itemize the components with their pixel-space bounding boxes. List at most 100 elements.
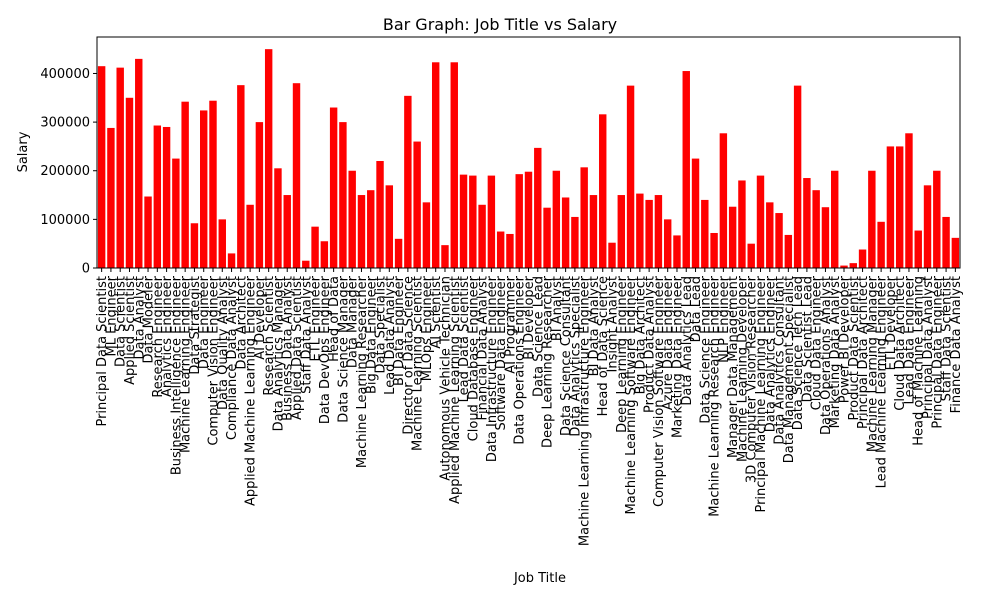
x-tick-label: Azure Data Engineer bbox=[661, 275, 676, 410]
x-tick-label: Lead Data Analyst bbox=[383, 276, 398, 395]
bar bbox=[580, 167, 588, 268]
x-tick-label: Data Engineer bbox=[197, 275, 212, 369]
x-tick-label: Data Scientist bbox=[114, 276, 129, 367]
bar bbox=[107, 127, 115, 268]
bar bbox=[459, 174, 468, 268]
bar bbox=[895, 146, 904, 268]
x-tick-label: AI Scientist bbox=[429, 276, 444, 349]
bar bbox=[348, 170, 356, 268]
bar bbox=[329, 107, 338, 269]
x-tick-label: Data Operations Engineer bbox=[513, 275, 528, 444]
bar bbox=[654, 195, 663, 268]
x-tick-label: Big Data Architect bbox=[633, 276, 648, 394]
bar bbox=[868, 170, 876, 268]
bar bbox=[302, 260, 310, 268]
bar bbox=[524, 171, 533, 268]
x-tick-label: BI Analyst bbox=[550, 276, 565, 341]
x-tick-label: Applied Scientist bbox=[123, 276, 138, 385]
bar bbox=[840, 265, 848, 268]
bar bbox=[413, 141, 421, 268]
x-tick-label: Data Science Engineer bbox=[698, 275, 713, 423]
x-tick-label: Machine Learning Researcher bbox=[355, 275, 370, 468]
x-tick-label: AI Developer bbox=[253, 275, 268, 359]
bar bbox=[849, 263, 857, 268]
x-tick-label: Data Modeler bbox=[142, 275, 157, 363]
bar bbox=[803, 178, 811, 268]
bar bbox=[116, 67, 124, 268]
bar bbox=[283, 195, 291, 268]
x-tick-label: Data Manager bbox=[346, 275, 361, 368]
bar bbox=[181, 101, 189, 269]
x-tick-label: Principal Data Engineer bbox=[930, 275, 945, 428]
x-tick-label: Staff Data Scientist bbox=[940, 276, 955, 401]
bar bbox=[682, 71, 690, 268]
bar bbox=[162, 126, 171, 268]
bar bbox=[385, 185, 394, 268]
bar bbox=[608, 242, 616, 268]
y-axis-ticks: 0 100000 200000 300000 400000 bbox=[40, 67, 97, 277]
x-tick-label: Research Engineer bbox=[151, 275, 166, 397]
bar bbox=[756, 175, 765, 268]
bar bbox=[422, 202, 431, 268]
bar bbox=[877, 221, 885, 268]
bar bbox=[478, 204, 486, 268]
bar bbox=[905, 133, 913, 268]
x-tick-label: Data Scientist Lead bbox=[800, 276, 815, 402]
bar bbox=[469, 175, 477, 268]
x-tick-label: Cloud Database Engineer bbox=[466, 275, 481, 441]
bar bbox=[914, 230, 922, 268]
bar bbox=[571, 216, 579, 268]
bar bbox=[543, 207, 551, 268]
bar bbox=[775, 213, 783, 268]
bar bbox=[561, 197, 570, 268]
x-tick-label: Compliance Data Analyst bbox=[225, 276, 240, 440]
bar bbox=[144, 196, 152, 268]
bar bbox=[274, 168, 282, 268]
x-tick-label: Data Science Lead bbox=[531, 276, 546, 397]
x-tick-label: Analytics Engineer bbox=[160, 275, 175, 397]
x-tick-label: Applied Machine Learning Scientist bbox=[448, 276, 463, 504]
bar bbox=[172, 158, 180, 268]
bar bbox=[496, 231, 505, 268]
x-tick-label: Machine Learning Developer bbox=[735, 275, 750, 462]
x-tick-label: Lead Machine Learning Engineer bbox=[875, 275, 890, 488]
x-tick-label: BI Data Analyst bbox=[587, 276, 602, 376]
bar bbox=[97, 66, 106, 269]
bar bbox=[923, 185, 932, 268]
x-tick-label: Business Intelligence Engineer bbox=[169, 275, 184, 475]
x-tick-label: Power BI Developer bbox=[838, 275, 853, 403]
x-tick-label: Manager Data Management bbox=[726, 276, 741, 458]
bar bbox=[719, 133, 728, 268]
x-tick-label: BI Data Engineer bbox=[392, 275, 407, 386]
x-tick-label: Deep Learning Engineer bbox=[615, 275, 630, 433]
bar bbox=[673, 235, 681, 268]
bar bbox=[821, 207, 830, 268]
y-axis-title: Salary bbox=[16, 131, 31, 172]
x-tick-label: Machine Learning Research Engineer bbox=[708, 275, 723, 516]
bar bbox=[534, 147, 542, 268]
bar bbox=[264, 49, 273, 268]
x-tick-label: Computer Vision Engineer bbox=[206, 275, 221, 445]
bar bbox=[784, 234, 793, 268]
x-tick-label: Data Infrastructure Engineer bbox=[485, 275, 500, 462]
y-tick-label: 400000 bbox=[40, 67, 90, 82]
x-tick-label: Data Analytics Engineer bbox=[763, 275, 778, 432]
x-tick-label: Data Science Consultant bbox=[559, 276, 574, 436]
bar bbox=[701, 199, 709, 268]
y-tick-label: 300000 bbox=[40, 116, 90, 131]
x-tick-label: Financial Data Analyst bbox=[476, 276, 491, 421]
chart-title: Bar Graph: Job Title vs Salary bbox=[383, 15, 617, 34]
x-tick-label: Applied Machine Learning Engineer bbox=[244, 275, 259, 506]
x-tick-label: Insight Analyst bbox=[606, 276, 621, 372]
x-tick-label: Data Science Manager bbox=[336, 275, 351, 422]
bar bbox=[710, 232, 718, 268]
bar bbox=[552, 170, 561, 268]
x-tick-label: Data Operations Analyst bbox=[819, 276, 834, 435]
x-tick-label: Data Quality Analyst bbox=[216, 276, 231, 410]
x-tick-label: Data Architect bbox=[234, 276, 249, 369]
bar bbox=[663, 219, 672, 268]
bar bbox=[691, 158, 700, 268]
x-tick-label: Head of Data bbox=[327, 276, 342, 362]
x-tick-label: Data Science Tech Lead bbox=[791, 276, 806, 430]
